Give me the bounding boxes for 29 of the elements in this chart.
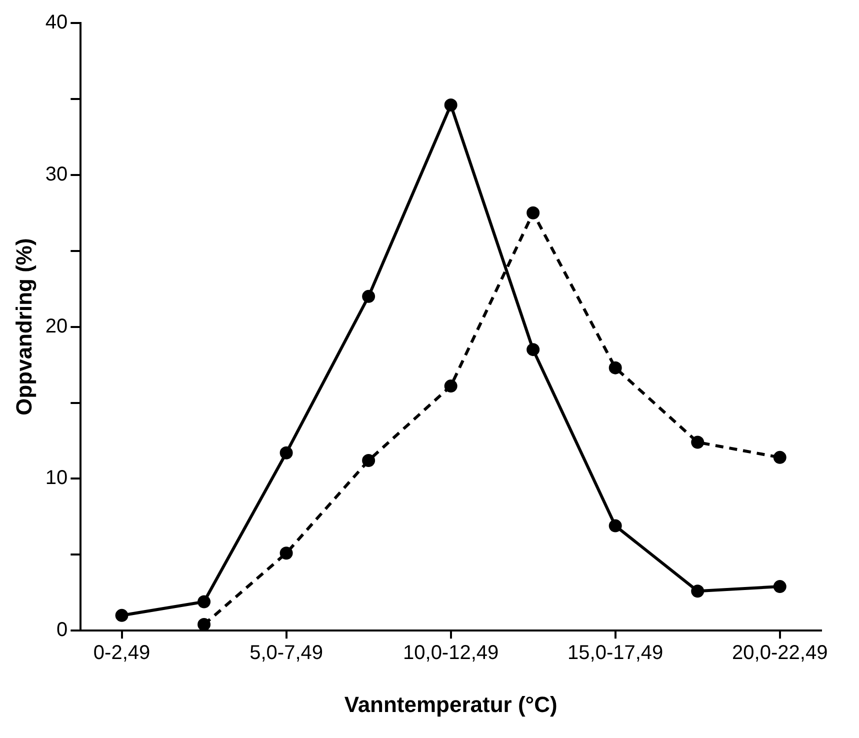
point (691, 584, 704, 598)
y-tick-label: 40 (45, 12, 68, 34)
point (691, 436, 704, 449)
point (526, 206, 540, 220)
y-tick-label: 30 (45, 163, 68, 186)
point (526, 343, 540, 356)
x-axis-title: Vanntemperatur (°C) (344, 692, 558, 717)
y-tick-label: 20 (45, 315, 68, 338)
point (608, 519, 622, 532)
point (280, 446, 293, 460)
point (198, 618, 211, 631)
y-axis-title: Oppvandring (%) (11, 238, 36, 416)
x-tick-label: 0-2,49 (93, 642, 150, 664)
y-tick-label: 10 (45, 467, 68, 490)
point (773, 450, 786, 464)
point (362, 454, 376, 467)
x-tick-label: 15,0-17,49 (568, 642, 664, 664)
point (280, 546, 293, 560)
point (608, 361, 622, 374)
point (115, 608, 128, 622)
y-tick-label: 0 (56, 619, 68, 642)
point (198, 595, 211, 608)
x-tick-label: 10,0-12,49 (403, 642, 499, 664)
x-tick-label: 5,0-7,49 (250, 642, 323, 664)
point (444, 380, 458, 393)
point (444, 98, 458, 112)
x-tick-label: 20,0-22,49 (732, 642, 828, 664)
point (362, 290, 376, 303)
point (773, 580, 786, 594)
